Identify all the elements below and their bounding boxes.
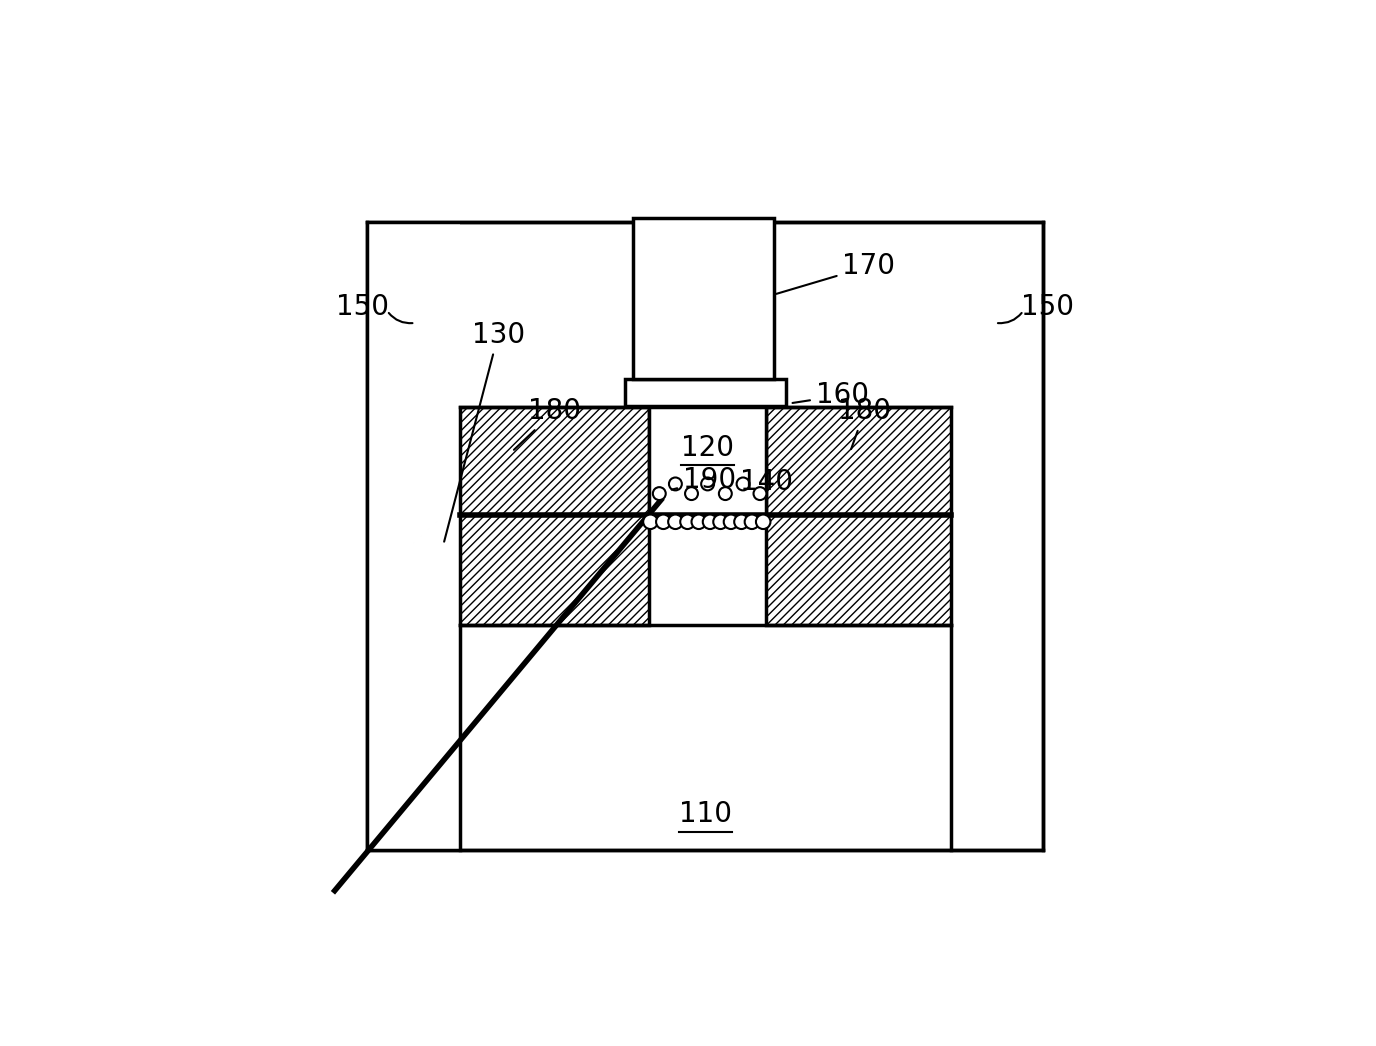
Circle shape [703, 515, 717, 529]
Circle shape [669, 477, 682, 491]
Circle shape [754, 487, 766, 500]
Text: 160: 160 [793, 382, 868, 409]
Circle shape [735, 515, 749, 529]
Text: 150: 150 [336, 293, 389, 321]
Text: 150: 150 [1021, 293, 1075, 321]
Bar [633, 219, 773, 380]
Text: 120: 120 [681, 434, 735, 461]
Text: 140: 140 [740, 468, 793, 496]
Text: 110: 110 [678, 800, 732, 828]
Text: 190: 190 [671, 465, 736, 494]
Text: 130: 130 [444, 321, 524, 542]
Circle shape [702, 477, 714, 491]
Circle shape [718, 487, 732, 500]
Circle shape [744, 515, 760, 529]
Circle shape [685, 487, 698, 500]
Circle shape [713, 515, 728, 529]
Circle shape [736, 477, 750, 491]
Bar [367, 222, 460, 850]
Bar [367, 222, 1043, 850]
Circle shape [692, 515, 706, 529]
Circle shape [724, 515, 738, 529]
Text: 180: 180 [513, 397, 581, 450]
Circle shape [656, 515, 670, 529]
Bar [765, 407, 951, 624]
Circle shape [652, 487, 666, 500]
Text: 170: 170 [776, 252, 896, 294]
Circle shape [669, 515, 682, 529]
Circle shape [643, 515, 658, 529]
Bar [649, 406, 765, 515]
Circle shape [680, 515, 695, 529]
Text: 180: 180 [838, 397, 892, 449]
Bar [625, 380, 786, 406]
Circle shape [755, 515, 771, 529]
Bar [460, 407, 649, 624]
